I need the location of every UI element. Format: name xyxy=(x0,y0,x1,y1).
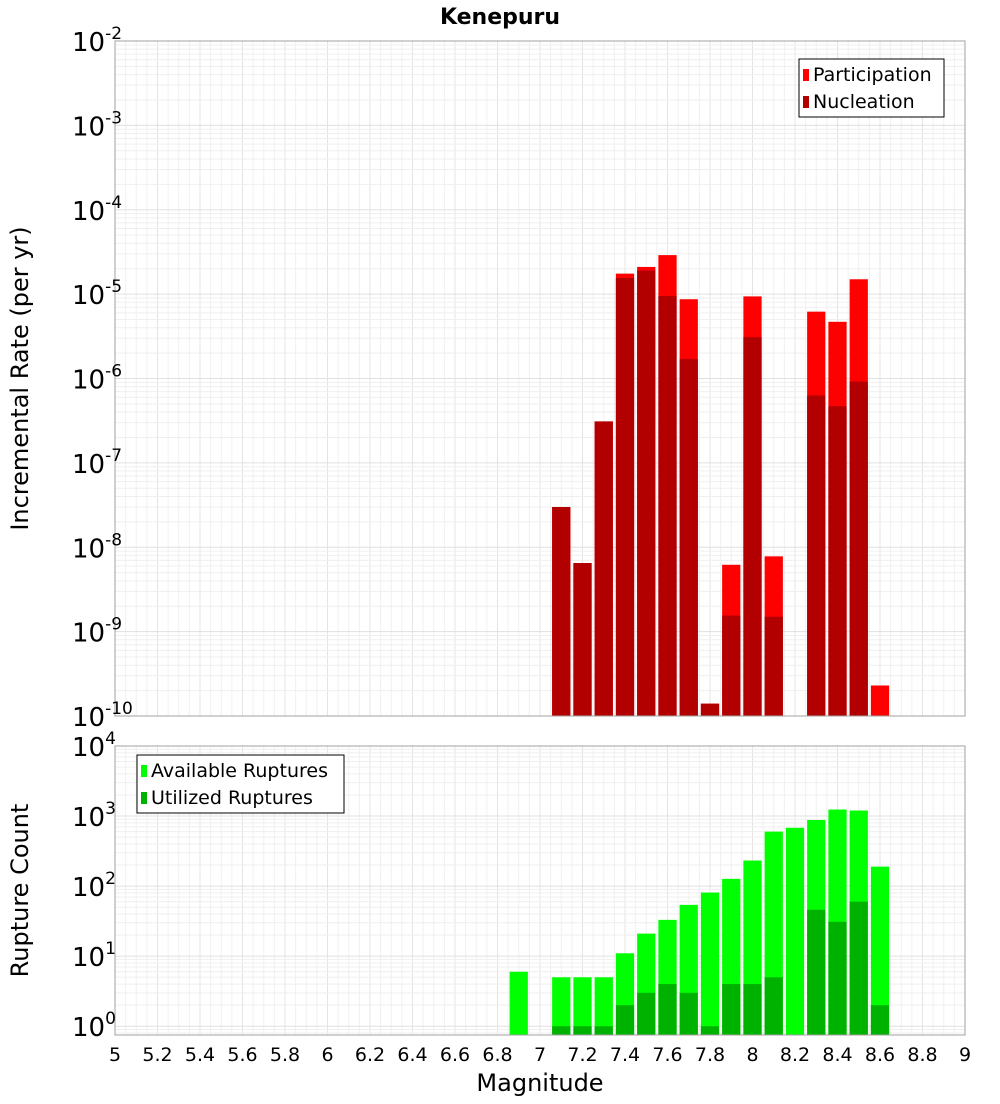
legend-box xyxy=(136,754,345,814)
bar-overlay-utilized-ruptures xyxy=(658,984,677,1035)
y-tick-label: 102 xyxy=(72,869,116,903)
x-tick-label: 7 xyxy=(534,1044,546,1066)
bar-overlay-utilized-ruptures xyxy=(849,901,868,1035)
y-axis-label: Rupture Count xyxy=(6,804,34,978)
legend-swatch xyxy=(141,792,147,804)
x-axis-label: Magnitude xyxy=(476,1069,603,1097)
bar-overlay-utilized-ruptures xyxy=(637,992,656,1035)
chart-title: Kenepuru xyxy=(440,5,560,30)
y-tick-label: 101 xyxy=(72,939,116,973)
bar-available-ruptures xyxy=(594,977,613,1035)
bar-overlay-utilized-ruptures xyxy=(594,1026,613,1035)
bar-overlay-utilized-ruptures xyxy=(743,984,762,1035)
bar-participation xyxy=(870,685,890,716)
bar-overlay-nucleation xyxy=(700,703,720,716)
bar-available-ruptures xyxy=(700,892,720,1035)
bar-available-ruptures xyxy=(573,977,592,1035)
x-tick-label: 6.2 xyxy=(355,1044,385,1066)
bar-available-ruptures xyxy=(785,827,805,1035)
y-tick-label: 103 xyxy=(72,799,116,833)
bar-overlay-nucleation xyxy=(615,278,635,716)
x-tick-label: 5.6 xyxy=(227,1044,257,1066)
x-tick-label: 8.6 xyxy=(865,1044,895,1066)
x-tick-label: 6.4 xyxy=(397,1044,427,1066)
y-tick-label: 10-9 xyxy=(72,615,122,649)
bar-overlay-nucleation xyxy=(552,506,571,716)
bar-available-ruptures xyxy=(870,866,890,1035)
legend-swatch xyxy=(141,765,147,777)
bar-overlay-utilized-ruptures xyxy=(722,984,741,1035)
bar-overlay-utilized-ruptures xyxy=(679,992,698,1035)
legend-box xyxy=(798,58,945,118)
legend-label: Available Ruptures xyxy=(151,760,328,782)
x-tick-label: 6.8 xyxy=(482,1044,512,1066)
legend-swatch xyxy=(803,96,809,108)
bar-overlay-utilized-ruptures xyxy=(552,1026,571,1035)
y-axis-label: Incremental Rate (per yr) xyxy=(6,226,34,530)
bar-overlay-utilized-ruptures xyxy=(828,921,847,1035)
x-tick-label: 6.6 xyxy=(440,1044,470,1066)
x-tick-label: 6 xyxy=(321,1044,333,1066)
x-tick-label: 9 xyxy=(959,1044,971,1066)
bar-overlay-nucleation xyxy=(637,270,656,716)
bar-overlay-utilized-ruptures xyxy=(764,977,783,1035)
bar-overlay-nucleation xyxy=(573,563,592,716)
x-tick-label: 5.4 xyxy=(185,1044,215,1066)
bar-overlay-utilized-ruptures xyxy=(807,909,826,1035)
x-tick-label: 5.8 xyxy=(270,1044,300,1066)
y-tick-label: 100 xyxy=(72,1009,116,1043)
bar-overlay-nucleation xyxy=(807,395,826,716)
bar-available-ruptures xyxy=(509,971,528,1035)
bar-overlay-nucleation xyxy=(764,616,783,716)
bar-overlay-nucleation xyxy=(658,296,677,716)
y-tick-label: 10-2 xyxy=(72,24,122,58)
bar-overlay-nucleation xyxy=(594,421,613,716)
bar-overlay-nucleation xyxy=(722,615,741,716)
bar-overlay-utilized-ruptures xyxy=(870,1005,890,1035)
bar-available-ruptures xyxy=(552,977,571,1035)
y-tick-label: 104 xyxy=(72,729,116,763)
bar-overlay-utilized-ruptures xyxy=(700,1026,720,1035)
y-tick-label: 10-10 xyxy=(72,699,133,733)
legend-label: Nucleation xyxy=(813,91,915,113)
legend-label: Utilized Ruptures xyxy=(151,787,313,809)
x-tick-label: 7.4 xyxy=(610,1044,640,1066)
bar-overlay-nucleation xyxy=(679,359,698,716)
x-tick-label: 7.6 xyxy=(652,1044,682,1066)
y-tick-label: 10-7 xyxy=(72,446,122,480)
bar-overlay-nucleation xyxy=(828,406,847,716)
x-tick-label: 8.4 xyxy=(822,1044,852,1066)
x-tick-label: 8 xyxy=(746,1044,758,1066)
plot-frame xyxy=(114,40,966,717)
y-tick-label: 10-3 xyxy=(72,108,122,142)
x-tick-label: 5 xyxy=(109,1044,121,1066)
x-tick-label: 7.2 xyxy=(567,1044,597,1066)
y-tick-label: 10-5 xyxy=(72,277,122,311)
bar-overlay-utilized-ruptures xyxy=(573,1026,592,1035)
x-tick-label: 5.2 xyxy=(142,1044,172,1066)
bar-overlay-utilized-ruptures xyxy=(615,1005,635,1035)
plot-frame xyxy=(114,745,966,1036)
legend-label: Participation xyxy=(813,64,932,86)
x-tick-label: 8.8 xyxy=(907,1044,937,1066)
y-tick-label: 10-8 xyxy=(72,530,122,564)
bar-overlay-nucleation xyxy=(743,337,762,716)
legend-swatch xyxy=(803,69,809,81)
y-tick-label: 10-6 xyxy=(72,362,122,396)
y-tick-label: 10-4 xyxy=(72,193,122,227)
x-tick-label: 7.8 xyxy=(695,1044,725,1066)
bar-overlay-nucleation xyxy=(849,381,868,716)
x-tick-label: 8.2 xyxy=(780,1044,810,1066)
